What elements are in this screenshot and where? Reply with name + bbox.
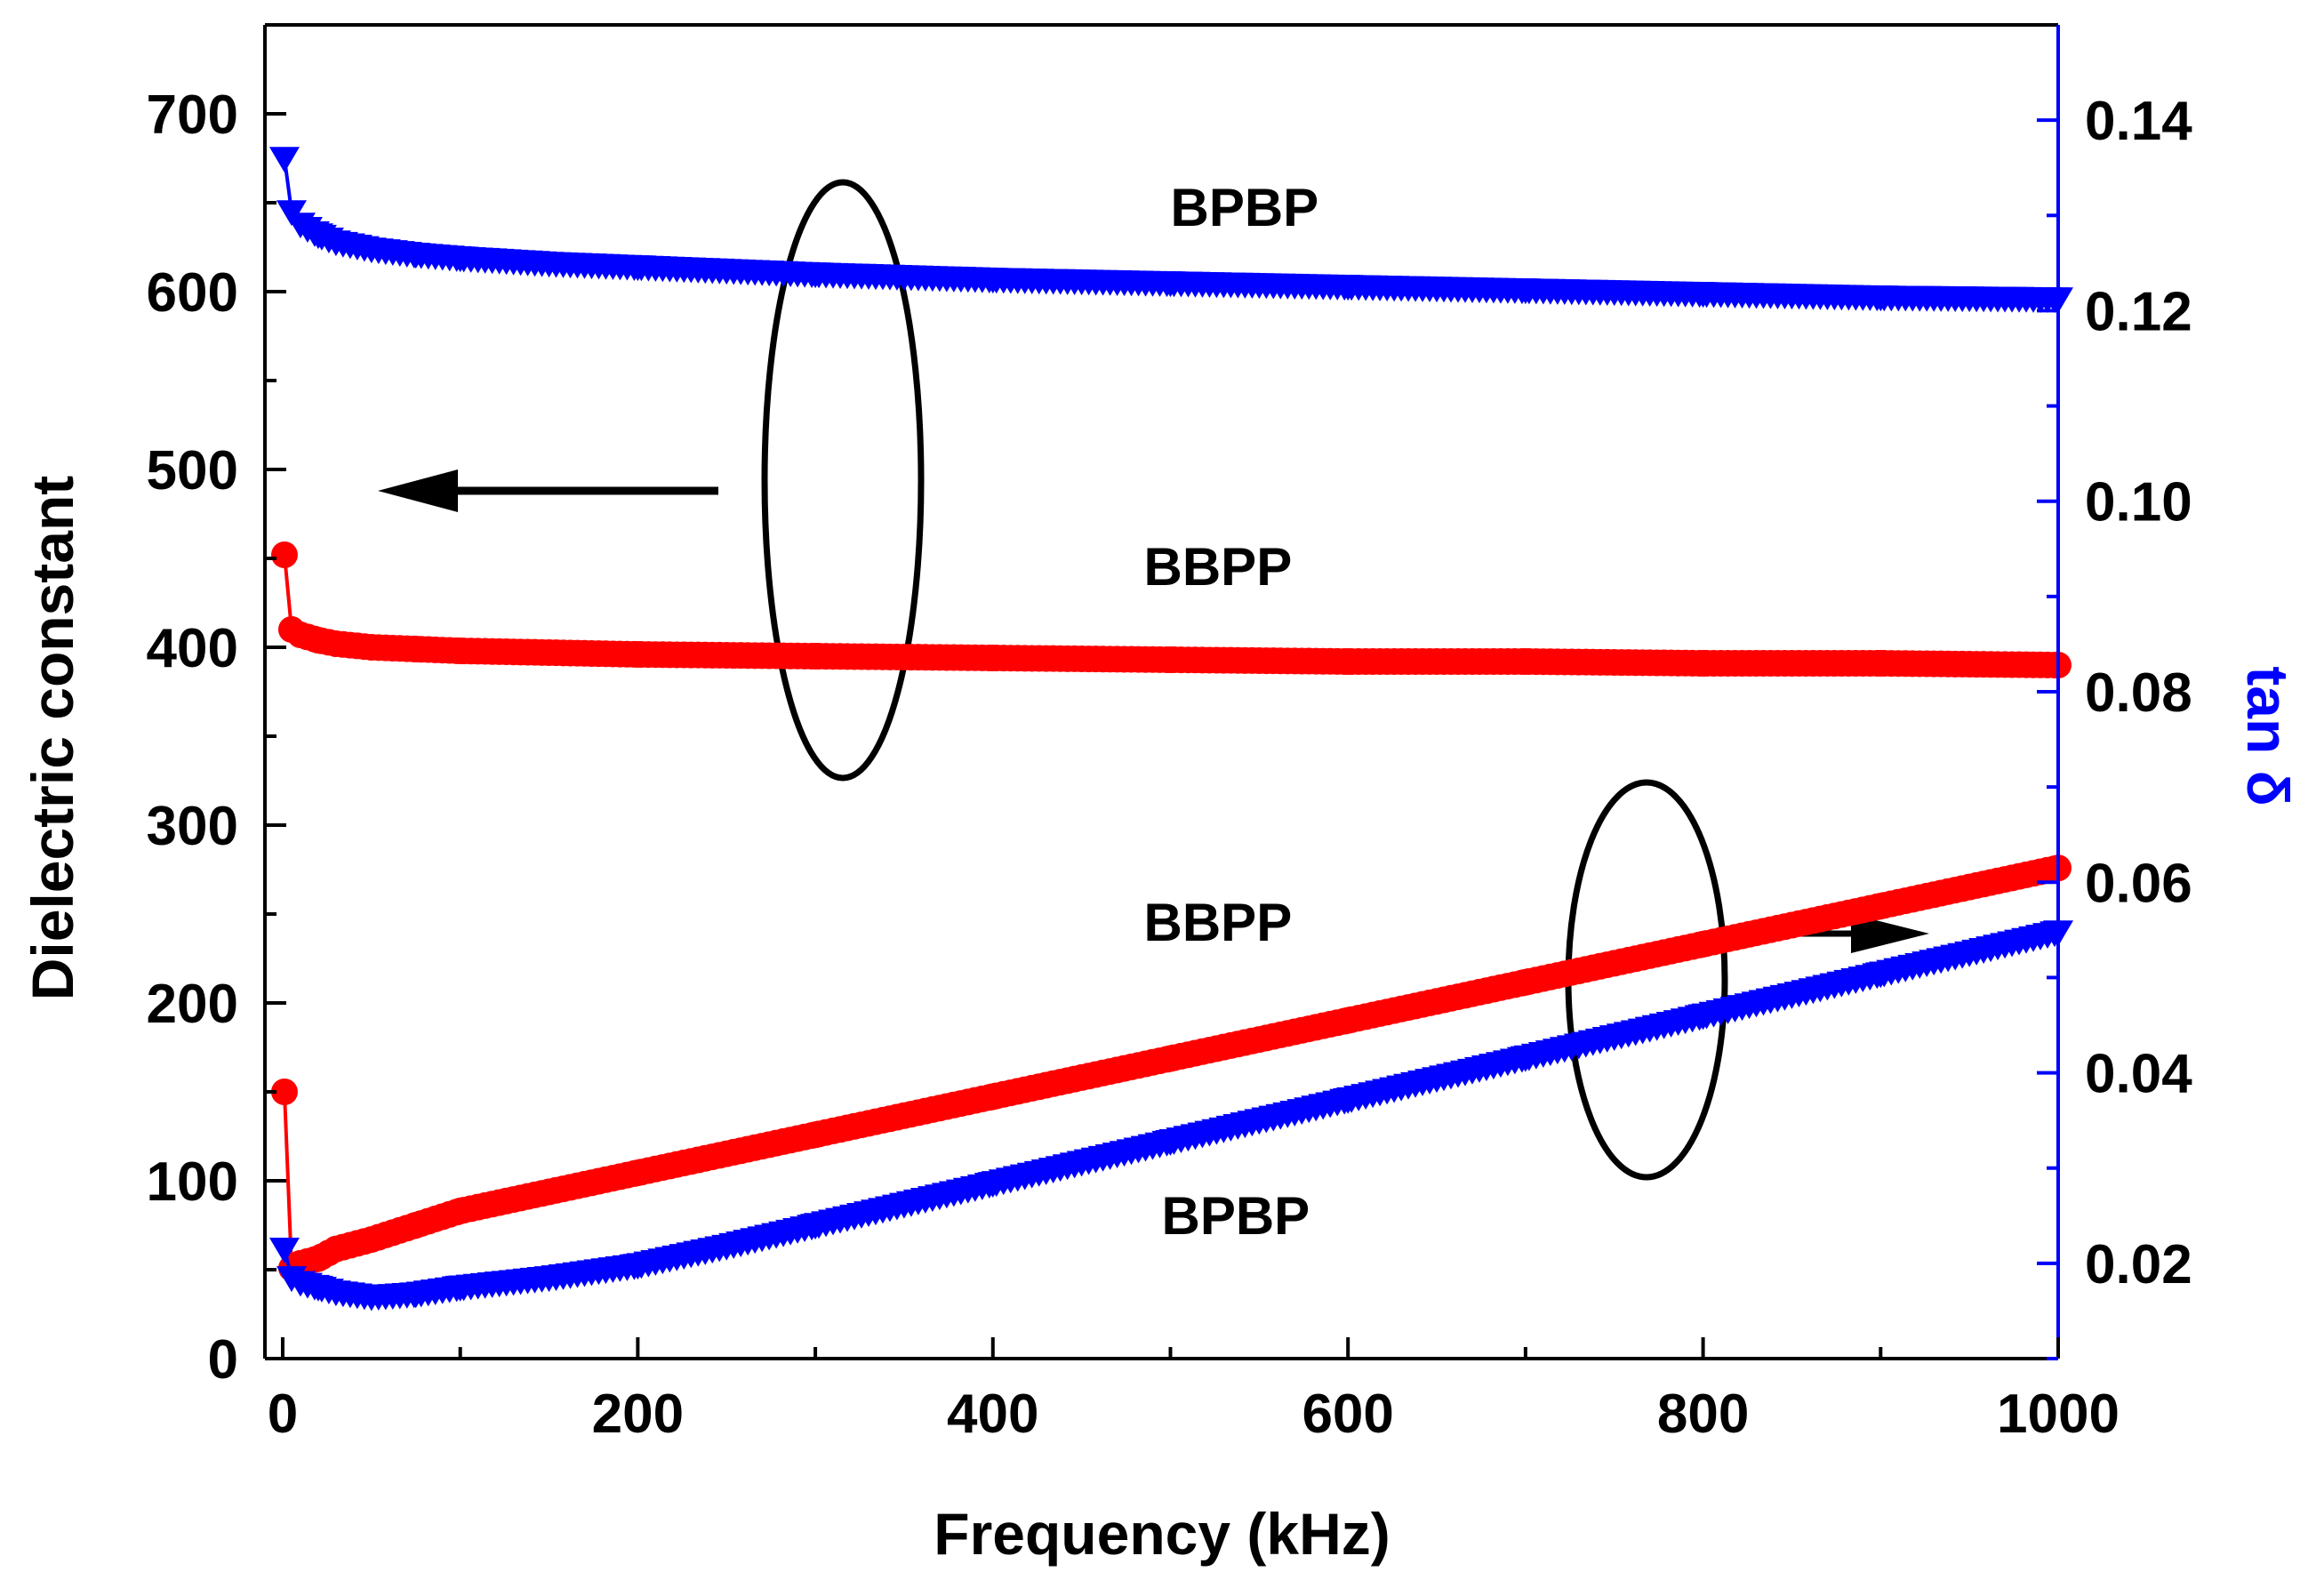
y2-tick-label: 0.10: [2085, 472, 2192, 533]
series-label: BPBP: [1170, 178, 1318, 237]
data-point: [268, 147, 300, 173]
y-tick-label: 300: [147, 796, 238, 857]
ellipse-annotations: [761, 179, 1728, 1181]
y-tick-label: 100: [147, 1151, 238, 1213]
y2-tick-label: 0.04: [2085, 1044, 2192, 1105]
x-axis-title: Frequency (kHz): [934, 1501, 1390, 1567]
ticks: 0 200 400 600 800 1000 0 100 200 300 400 500 600 700 0…: [147, 23, 2192, 1445]
axes: [263, 23, 2060, 1360]
x-tick-label: 800: [1657, 1383, 1749, 1445]
data-point: [268, 1238, 300, 1263]
data-point: [2040, 921, 2071, 948]
y2-tick-label: 0.02: [2085, 1234, 2192, 1295]
y-tick-label: 600: [147, 262, 238, 324]
y2-tick-label: 0.12: [2085, 281, 2192, 342]
x-tick-label: 200: [592, 1383, 684, 1445]
y-tick-label: 700: [147, 84, 238, 146]
data-point: [270, 1079, 298, 1105]
y-tick-label: 200: [147, 974, 238, 1035]
data-point: [2040, 287, 2071, 314]
x-tick-label: 600: [1302, 1383, 1393, 1445]
series-label: BPBP: [1162, 1186, 1310, 1246]
series-group: [268, 920, 2073, 1311]
x-tick-label: 1000: [1997, 1383, 2120, 1445]
series-label: BBPP: [1144, 537, 1293, 597]
y-tick-label: 500: [147, 440, 238, 501]
y2-tick-label: 0.08: [2085, 662, 2192, 724]
series-group: [270, 541, 2072, 678]
data-series: [268, 147, 2073, 1311]
x-tick-label: 0: [268, 1383, 298, 1445]
series-labels: BPBP BBPP BBPP BPBP: [1144, 178, 1319, 1246]
series-group: [270, 854, 2072, 1282]
y-tick-label: 400: [147, 618, 238, 679]
series-group: [268, 147, 2073, 314]
y-axis-title: Dielectric constant: [20, 476, 85, 1001]
y2-tick-label: 0.14: [2085, 91, 2192, 152]
data-point: [2041, 651, 2069, 678]
x-tick-label: 400: [947, 1383, 1038, 1445]
left-group-ellipse: [761, 179, 925, 782]
left-arrow-head-icon: [378, 469, 458, 512]
right-arrow-head-icon: [1851, 914, 1929, 953]
y2-axis-title: tan δ: [2235, 666, 2301, 806]
y2-tick-label: 0.06: [2085, 853, 2192, 914]
data-point: [2041, 855, 2069, 883]
series-label: BBPP: [1144, 893, 1293, 952]
data-point: [270, 541, 298, 568]
y-tick-label: 0: [208, 1329, 238, 1391]
